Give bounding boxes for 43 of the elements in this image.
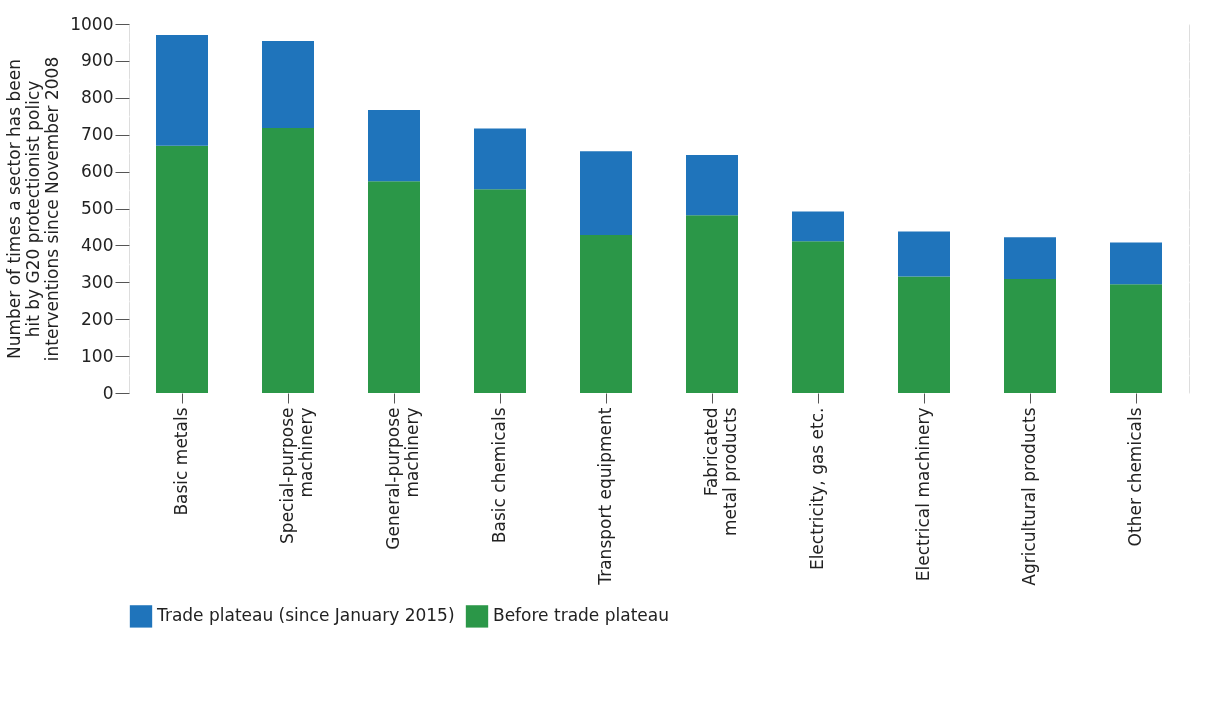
- bar: [898, 276, 950, 393]
- y-tick-label: 0: [102, 382, 114, 403]
- bar: [1004, 278, 1056, 393]
- bar: [1110, 284, 1162, 393]
- x-tick-label: Electricity, gas etc.: [807, 407, 827, 571]
- bar: [898, 231, 950, 277]
- x-tick-label: Fabricated metal products: [701, 407, 740, 536]
- bar: [686, 155, 738, 216]
- y-tick-label: 500: [81, 198, 114, 218]
- y-tick-label: 800: [81, 87, 114, 108]
- y-tick-label: 100: [81, 345, 114, 366]
- y-tick-label: 1000: [70, 13, 114, 34]
- y-tick-label: 200: [81, 308, 114, 329]
- bar: [686, 215, 738, 393]
- bar: [792, 211, 844, 242]
- bar: [580, 235, 632, 393]
- x-tick-label: Special-purpose machinery: [277, 407, 316, 544]
- y-tick-label: 400: [81, 234, 114, 255]
- x-tick-label: Basic chemicals: [489, 407, 509, 544]
- x-tick-label: Electrical machinery: [913, 407, 933, 582]
- x-tick-label: Other chemicals: [1125, 407, 1145, 547]
- y-axis-title: Number of times a sector has been hit by G20 protectionist policy interventions since November 2008: [4, 56, 63, 362]
- y-tick-label: 300: [81, 271, 114, 292]
- bar: [156, 35, 208, 146]
- y-tick-label: 600: [81, 161, 114, 182]
- bar: [262, 40, 314, 129]
- bar: [368, 109, 420, 182]
- x-tick-label: Transport equipment: [595, 407, 615, 586]
- bar: [474, 189, 526, 393]
- legend-label: Trade plateau (since January 2015): [156, 605, 455, 626]
- legend-label: Before trade plateau: [493, 605, 669, 626]
- bar: [262, 128, 314, 393]
- bar: [156, 145, 208, 393]
- x-tick-label: Basic metals: [171, 407, 191, 516]
- bar: [1110, 242, 1162, 285]
- bar: [792, 241, 844, 393]
- x-tick-label: Agricultural products: [1019, 407, 1039, 586]
- bar: [474, 128, 526, 190]
- y-tick-label: 900: [81, 50, 114, 71]
- bar: [1004, 237, 1056, 279]
- bar: [368, 181, 420, 393]
- y-tick-label: 700: [81, 124, 114, 145]
- bar: [580, 151, 632, 236]
